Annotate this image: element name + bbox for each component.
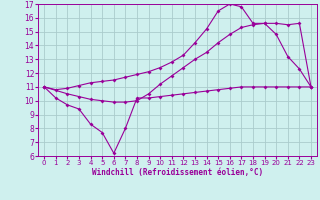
X-axis label: Windchill (Refroidissement éolien,°C): Windchill (Refroidissement éolien,°C) [92, 168, 263, 177]
